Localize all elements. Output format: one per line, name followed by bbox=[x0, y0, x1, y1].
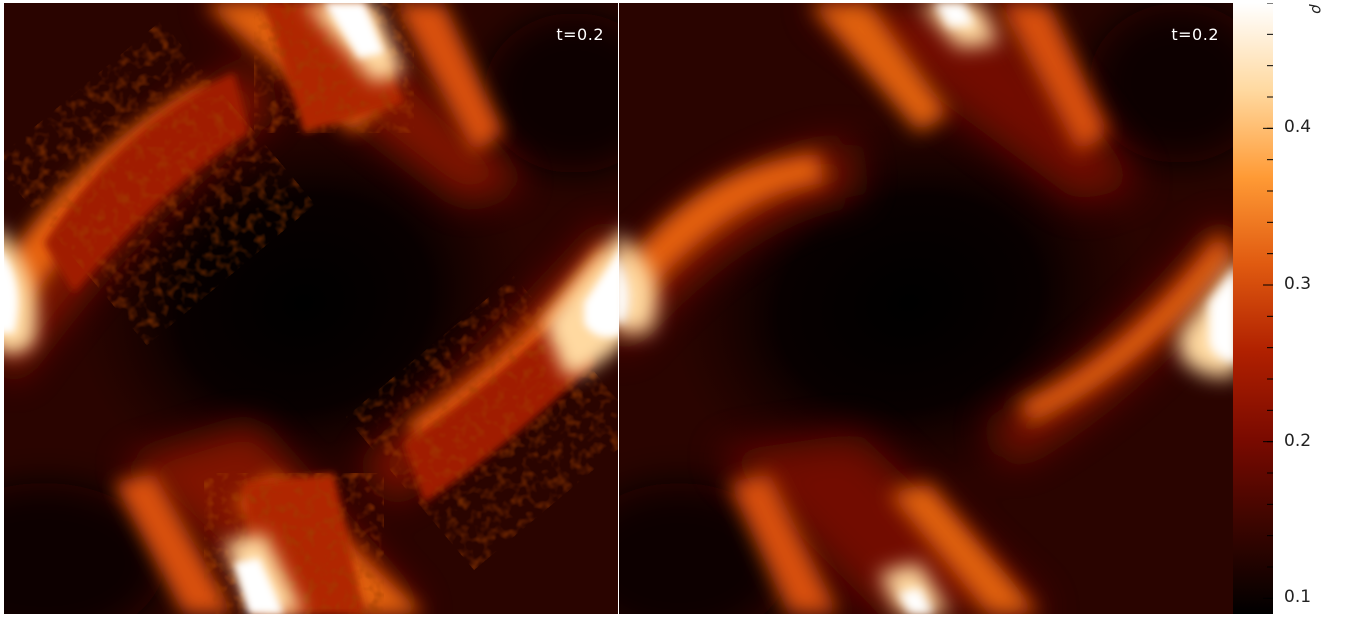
density-panel-left: t=0.2 bbox=[4, 3, 618, 614]
colorbar-gradient bbox=[1233, 3, 1273, 614]
colorbar bbox=[1233, 3, 1273, 614]
time-annotation-left: t=0.2 bbox=[556, 25, 604, 44]
colorbar-tick-label: 0.3 bbox=[1284, 274, 1312, 294]
colorbar-title: ρ bbox=[1308, 4, 1326, 14]
time-annotation-right: t=0.2 bbox=[1171, 25, 1219, 44]
density-panel-right: t=0.2 bbox=[619, 3, 1233, 614]
colorbar-tick-label: 0.2 bbox=[1284, 430, 1312, 451]
colorbar-tick-label: 0.1 bbox=[1284, 587, 1312, 608]
density-map-left bbox=[4, 3, 618, 614]
colorbar-tick-label: 0.4 bbox=[1284, 117, 1312, 138]
density-map-right bbox=[619, 3, 1233, 614]
